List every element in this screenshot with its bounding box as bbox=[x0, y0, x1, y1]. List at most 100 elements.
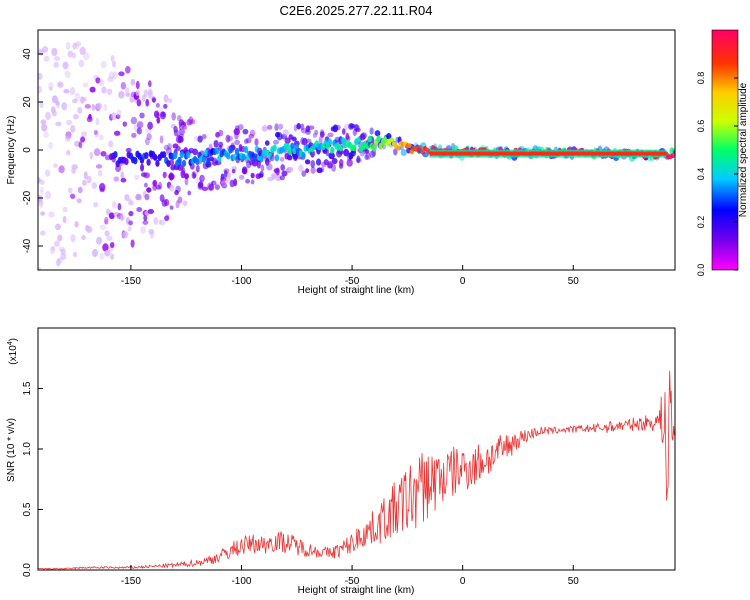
snr-y-label: SNR (10 * v/v) bbox=[6, 418, 17, 482]
spectrogram-cell bbox=[383, 136, 388, 144]
spectrogram-cell bbox=[60, 248, 66, 255]
spectrogram-cell bbox=[64, 135, 71, 142]
spectrogram-cell bbox=[45, 111, 51, 121]
spectrogram-cell bbox=[214, 184, 220, 190]
spectrogram-cell bbox=[61, 102, 68, 111]
spectrogram-cell bbox=[91, 103, 96, 111]
spectrogram-cell bbox=[67, 187, 73, 194]
spectrogram-cell bbox=[201, 186, 209, 191]
spectrogram-x-tick-label: -150 bbox=[121, 276, 141, 287]
spectrogram-cell bbox=[136, 127, 142, 135]
spectrogram-cell bbox=[54, 240, 60, 247]
spectrogram-cell bbox=[320, 166, 325, 173]
spectrogram-cell bbox=[91, 182, 98, 190]
spectrogram-cell bbox=[108, 140, 114, 148]
spectrogram-cell bbox=[218, 145, 223, 152]
spectrogram-cell bbox=[125, 147, 132, 153]
spectrogram-cell bbox=[260, 164, 265, 172]
spectrogram-cell bbox=[86, 175, 92, 184]
spectrogram-cell bbox=[113, 151, 118, 159]
spectrogram-cell bbox=[62, 61, 69, 70]
spectrogram-cell bbox=[225, 134, 231, 143]
spectrogram-cell bbox=[136, 207, 143, 212]
spectrogram-cell bbox=[266, 163, 273, 171]
spectrogram-cell bbox=[369, 150, 376, 159]
spectrogram-cell bbox=[374, 130, 381, 137]
spectrogram-cell bbox=[343, 148, 350, 157]
spectrogram-cell bbox=[318, 136, 323, 145]
spectrogram-cell bbox=[136, 99, 142, 107]
spectrogram-cell bbox=[53, 56, 61, 62]
spectrogram-cell bbox=[55, 121, 62, 127]
spectrogram-cell bbox=[252, 155, 257, 163]
chart-title: C2E6.2025.277.22.11.R04 bbox=[280, 3, 433, 18]
spectrogram-cell bbox=[175, 146, 181, 152]
spectrogram-cell bbox=[109, 242, 115, 249]
spectrogram-cell bbox=[72, 113, 79, 120]
spectrogram-cell bbox=[51, 246, 56, 252]
snr-y-tick-label: 1.5 bbox=[22, 381, 33, 395]
spectrogram-cell bbox=[279, 156, 285, 162]
spectrogram-cell bbox=[261, 125, 268, 132]
spectrogram-cell bbox=[73, 251, 77, 258]
spectrogram-cell bbox=[101, 86, 107, 94]
spectrogram-cell bbox=[57, 81, 64, 88]
spectrogram-cell bbox=[70, 193, 76, 199]
spectrogram-cell bbox=[128, 210, 134, 217]
spectrogram-cell bbox=[83, 171, 88, 180]
spectrogram-cell bbox=[280, 164, 286, 171]
spectrogram-cell bbox=[95, 117, 100, 126]
spectrogram-cell bbox=[40, 230, 46, 236]
spectrogram-cell bbox=[40, 186, 44, 195]
spectrogram-cell bbox=[55, 100, 60, 106]
spectrogram-cell bbox=[181, 125, 188, 130]
spectrogram-cell bbox=[106, 235, 113, 241]
spectrogram-cell bbox=[356, 155, 361, 164]
spectrogram-marks bbox=[38, 41, 675, 270]
spectrogram-cell bbox=[60, 252, 67, 261]
spectrogram-cell bbox=[211, 180, 217, 186]
spectrogram-cell bbox=[199, 174, 205, 183]
spectrogram-cell bbox=[89, 86, 96, 93]
spectrogram-cell bbox=[135, 193, 142, 201]
spectrogram-cell bbox=[319, 131, 325, 138]
spectrogram-cell bbox=[143, 214, 148, 222]
snr-x-tick-label: -50 bbox=[345, 576, 360, 587]
spectrogram-cell bbox=[221, 179, 228, 187]
spectrogram-cell bbox=[115, 114, 121, 119]
spectrogram-cell bbox=[41, 123, 48, 132]
spectrogram-cell bbox=[147, 121, 153, 130]
spectrogram-cell bbox=[143, 89, 148, 98]
spectrogram-cell bbox=[49, 246, 55, 255]
spectrogram-cell bbox=[54, 223, 61, 231]
spectrogram-x-label: Height of straight line (km) bbox=[298, 285, 415, 296]
spectrogram-cell bbox=[110, 253, 115, 260]
spectrogram-cell bbox=[327, 132, 334, 138]
spectrogram-cell bbox=[363, 149, 369, 155]
spectrogram-cell bbox=[124, 158, 129, 166]
spectrogram-cell bbox=[40, 211, 46, 216]
spectrogram-cell bbox=[144, 193, 150, 201]
spectrogram-y-tick-label: 0 bbox=[22, 147, 33, 153]
spectrogram-cell bbox=[135, 80, 140, 90]
spectrogram-cell bbox=[66, 150, 71, 156]
spectrogram-cell bbox=[183, 173, 189, 180]
spectrogram-cell bbox=[168, 172, 174, 181]
spectrogram-cell bbox=[120, 171, 125, 180]
spectrogram-cell bbox=[164, 215, 170, 222]
colorbar-tick-label: 0.6 bbox=[696, 120, 706, 133]
spectrogram-cell bbox=[159, 135, 164, 144]
spectrogram-cell bbox=[346, 159, 353, 167]
spectrogram-cell bbox=[182, 200, 188, 207]
spectrogram-cell bbox=[39, 179, 45, 185]
spectrogram-cell bbox=[197, 135, 203, 143]
spectrogram-cell bbox=[103, 219, 109, 225]
spectrogram-cell bbox=[233, 178, 238, 187]
spectrogram-cell bbox=[237, 124, 244, 131]
spectrogram-cell bbox=[53, 61, 60, 68]
snr-series-line bbox=[38, 370, 675, 570]
spectrogram-cell bbox=[265, 158, 270, 166]
spectrogram-x-tick-label: 0 bbox=[460, 276, 466, 287]
spectrogram-cell bbox=[43, 55, 50, 62]
spectrogram-cell bbox=[119, 214, 124, 222]
